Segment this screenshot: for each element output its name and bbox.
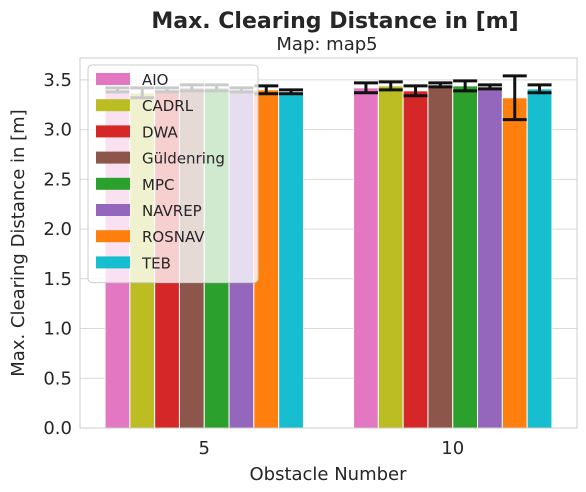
y-tick-label: 2.0	[43, 219, 72, 240]
y-tick-label: 0.0	[43, 418, 72, 439]
legend-swatch	[96, 125, 130, 138]
chart-title: Max. Clearing Distance in [m]	[151, 9, 518, 34]
bar	[377, 85, 404, 429]
legend-label: NAVREP	[142, 202, 202, 220]
legend-label: ROSNAV	[142, 228, 205, 246]
error-bar	[502, 74, 527, 122]
legend-label: TEB	[141, 254, 171, 272]
error-bar	[378, 80, 403, 92]
error-bar	[527, 83, 552, 95]
bar	[477, 86, 503, 429]
x-axis-label: Obstacle Number	[249, 464, 407, 485]
y-axis-label: Max. Clearing Distance in [m]	[8, 109, 29, 376]
legend-swatch	[96, 230, 130, 243]
legend-label: Güldenring	[142, 150, 225, 168]
bar	[278, 91, 304, 429]
y-tick-label: 2.5	[43, 169, 72, 190]
x-axis-ticks: 5 10	[199, 438, 465, 459]
legend-swatch	[96, 73, 130, 85]
error-bar	[279, 88, 304, 96]
error-bar	[353, 81, 378, 95]
legend-swatch	[96, 99, 130, 112]
legend: AIO CADRL DWA Güldenring MPC NAVREP ROSNAV TEB	[87, 64, 259, 284]
legend-swatch	[96, 256, 130, 269]
x-tick-label: 5	[199, 438, 210, 459]
plot-frame	[79, 57, 578, 429]
chart-subtitle: Map: map5	[276, 34, 377, 55]
x-tick-label: 10	[441, 438, 464, 459]
legend-label: AIO	[142, 71, 169, 89]
legend-label: DWA	[142, 123, 179, 141]
legend-label: MPC	[142, 176, 174, 194]
error-bar	[477, 83, 502, 91]
y-axis-ticks: 0.0 0.5 1.0 1.5 2.0 2.5 3.0 3.5	[43, 70, 72, 439]
legend-swatch	[96, 177, 130, 190]
y-tick-label: 3.5	[43, 70, 72, 91]
bar	[452, 85, 479, 429]
y-tick-label: 3.0	[43, 120, 72, 141]
legend-label: CADRL	[142, 97, 194, 115]
error-bar	[403, 84, 428, 98]
error-bar	[428, 81, 453, 89]
y-tick-label: 1.0	[43, 319, 72, 340]
bar	[402, 90, 429, 429]
legend-box	[87, 64, 259, 284]
y-tick-label: 1.5	[43, 269, 72, 290]
bar	[353, 87, 379, 429]
y-tick-label: 0.5	[43, 368, 72, 389]
legend-swatch	[96, 151, 130, 164]
bar	[501, 97, 528, 429]
bar	[427, 84, 454, 429]
bar	[526, 88, 553, 429]
legend-swatch	[96, 204, 130, 216]
error-bar	[453, 79, 478, 93]
